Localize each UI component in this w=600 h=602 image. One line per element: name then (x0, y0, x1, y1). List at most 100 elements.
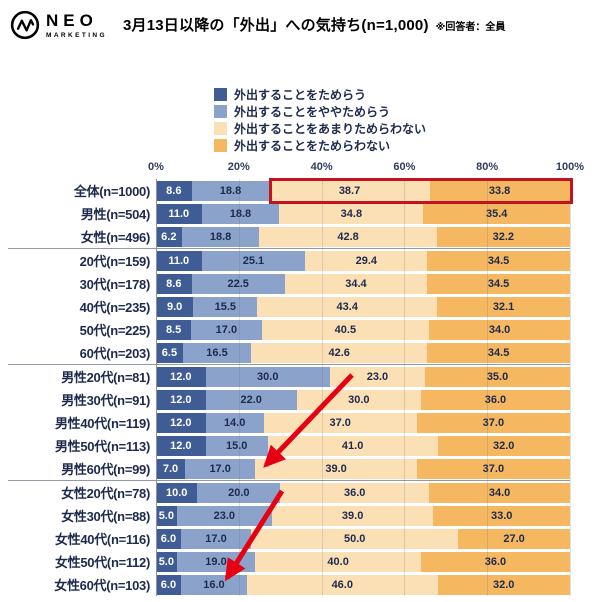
bar-segment: 29.4 (305, 250, 428, 271)
segment-value: 18.8 (219, 184, 242, 197)
segment-value: 11.0 (168, 207, 190, 220)
bar-segment: 34.5 (427, 342, 570, 363)
segment-value: 36.0 (484, 393, 507, 406)
row-label: 全体(n=1000) (73, 184, 150, 199)
segment-value: 16.5 (206, 346, 228, 359)
bar-segment: 36.0 (280, 482, 430, 503)
segment-value: 39.0 (341, 509, 364, 522)
axis-tick: 0% (148, 161, 164, 173)
segment-value: 8.6 (166, 277, 182, 290)
segment-value: 34.5 (487, 277, 510, 290)
segment-value: 18.8 (209, 230, 232, 243)
row-label: 男性50代(n=113) (54, 439, 150, 454)
bar-segment: 17.0 (191, 319, 262, 340)
segment-value: 18.8 (229, 207, 252, 220)
segment-value: 23.0 (366, 370, 389, 383)
bar-segment: 6.0 (156, 528, 181, 549)
segment-value: 5.0 (158, 555, 174, 568)
bar-segment: 40.0 (255, 551, 421, 572)
bar-segment: 16.5 (182, 342, 252, 363)
segment-value: 32.0 (493, 439, 515, 452)
segment-value: 34.0 (488, 323, 511, 336)
bar-segment: 37.0 (416, 458, 570, 479)
segment-value: 46.0 (331, 578, 353, 591)
axis-tick: 60% (393, 161, 416, 173)
segment-value: 30.0 (348, 393, 370, 406)
segment-value: 27.0 (503, 532, 525, 545)
segment-value: 6.2 (161, 230, 177, 243)
stacked-bar: 11.0 18.8 34.8 35.4 (156, 203, 570, 224)
chart-row: 男性60代(n=99) 7.0 17.0 39.0 37.0 (8, 457, 570, 480)
bar-segment: 32.1 (437, 296, 570, 317)
bar-segment: 23.0 (329, 366, 426, 387)
highlight-box (269, 177, 573, 204)
bar-segment: 9.0 (156, 296, 194, 317)
bar-segment: 39.0 (271, 505, 434, 526)
segment-value: 19.0 (205, 555, 227, 568)
segment-value: 12.0 (170, 393, 192, 406)
logo-wave-icon (10, 10, 40, 40)
row-label: 女性(n=496) (80, 230, 150, 245)
segment-value: 15.5 (214, 300, 237, 313)
header: NEO MARKETING 3月13日以降の「外出」への気持ち(n=1,000)… (0, 0, 600, 40)
bar-segment: 6.2 (156, 226, 182, 247)
segment-value: 8.6 (166, 184, 182, 197)
bar-segment: 15.5 (193, 296, 258, 317)
bar-segment: 33.8 (429, 180, 570, 201)
segment-value: 17.0 (205, 532, 227, 545)
bar-segment: 16.0 (180, 574, 248, 595)
chart-rows: 全体(n=1000) 8.6 18.8 38.7 33.8 男性(n=504) 11.0 18… (8, 177, 573, 596)
legend-label: 外出することをためらう (234, 88, 367, 102)
segment-value: 6.0 (160, 532, 177, 545)
bar-segment: 19.0 (176, 551, 256, 572)
segment-value: 17.0 (209, 462, 231, 475)
stacked-bar: 7.0 17.0 39.0 37.0 (156, 458, 570, 479)
bar-segment: 38.7 (269, 180, 430, 201)
segment-value: 34.5 (487, 346, 510, 359)
stacked-bar: 6.5 16.5 42.6 34.5 (156, 342, 570, 363)
row-label: 30代(n=178) (79, 277, 151, 292)
row-label: 60代(n=203) (79, 346, 151, 361)
bar-segment: 27.0 (458, 528, 570, 549)
row-label: 女性50代(n=112) (54, 555, 150, 570)
legend-label: 外出することをあまりためらわない (234, 122, 427, 136)
segment-value: 35.0 (486, 370, 509, 383)
bar-segment: 22.5 (191, 273, 285, 294)
bar-segment: 12.0 (156, 435, 206, 456)
bar-segment: 12.0 (156, 412, 206, 433)
chart-row: 女性50代(n=112) 5.0 19.0 40.0 36.0 (8, 550, 570, 573)
legend-swatch (214, 105, 227, 118)
bar-segment: 37.0 (263, 412, 417, 433)
bar-segment: 20.0 (197, 482, 281, 503)
stacked-bar: 5.0 23.0 39.0 33.0 (156, 505, 570, 526)
segment-value: 12.0 (170, 439, 192, 452)
segment-value: 38.7 (338, 184, 361, 197)
bar-segment: 18.8 (181, 226, 260, 247)
bar-segment: 46.0 (247, 574, 438, 595)
bar-segment: 12.0 (156, 366, 206, 387)
chart-row: 女性40代(n=116) 6.0 17.0 50.0 27.0 (8, 527, 570, 550)
bar-segment: 34.8 (279, 203, 424, 224)
segment-value: 32.1 (492, 300, 515, 313)
bar-segment: 17.0 (180, 528, 252, 549)
segment-value: 37.0 (329, 416, 351, 429)
bar-segment: 40.5 (261, 319, 430, 340)
chart-row: 女性30代(n=88) 5.0 23.0 39.0 33.0 (8, 504, 570, 527)
bar-segment: 41.0 (267, 435, 438, 456)
neo-marketing-logo: NEO MARKETING (10, 10, 107, 40)
gridline (570, 179, 571, 596)
segment-value: 20.0 (228, 486, 250, 499)
bar-segment: 36.0 (420, 551, 570, 572)
segment-value: 5.0 (158, 509, 174, 522)
stacked-bar: 8.6 22.5 34.4 34.5 (156, 273, 570, 294)
segment-value: 34.4 (345, 277, 367, 290)
bar-segment: 5.0 (156, 551, 177, 572)
row-label: 男性20代(n=81) (61, 370, 150, 385)
bar-segment: 42.8 (259, 226, 437, 247)
segment-value: 30.0 (257, 370, 279, 383)
group-separator (8, 480, 570, 481)
row-label: 50代(n=225) (79, 323, 151, 338)
stacked-bar: 6.0 17.0 50.0 27.0 (156, 528, 570, 549)
group-separator (8, 364, 570, 365)
bar-segment: 10.0 (156, 482, 198, 503)
